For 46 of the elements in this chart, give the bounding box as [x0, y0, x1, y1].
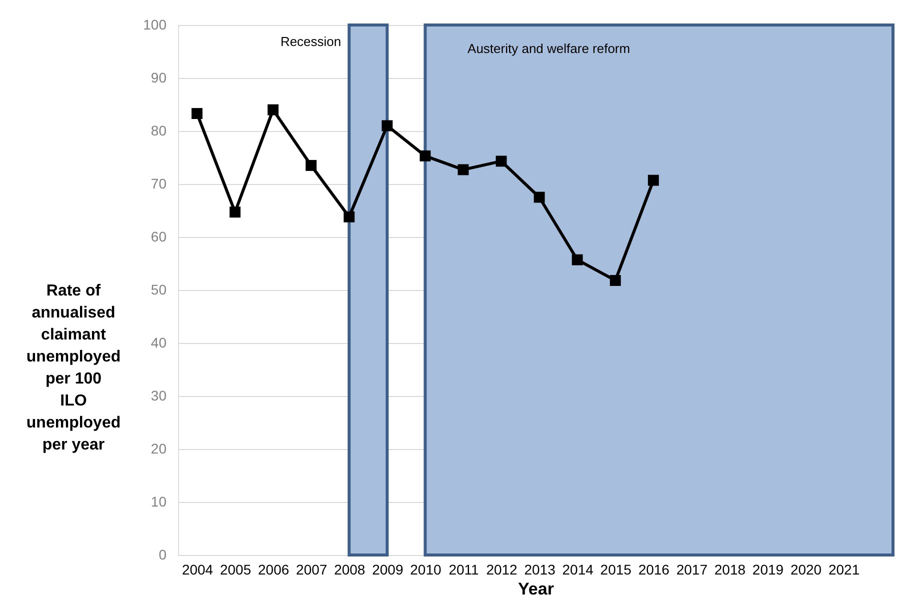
x-tick-label: 2021 [828, 562, 860, 578]
x-tick-label: 2004 [182, 562, 214, 578]
y-tick-label: 10 [150, 494, 167, 510]
y-tick-label: 30 [150, 388, 167, 404]
y-tick-label: 90 [150, 70, 167, 86]
point [648, 174, 659, 186]
y-tick-label: 20 [150, 440, 167, 456]
point [610, 274, 621, 286]
point [534, 192, 545, 203]
point [344, 211, 355, 222]
point [572, 254, 583, 266]
y-tick-label: 70 [150, 176, 167, 192]
y-tick-label: 0 [158, 546, 167, 562]
x-tick-label: 2014 [562, 562, 594, 578]
x-tick-label: 2005 [220, 562, 252, 578]
x-tick-label: 2009 [372, 562, 404, 578]
point [496, 156, 507, 167]
x-tick-label: 2018 [714, 562, 746, 578]
point [382, 120, 393, 132]
y-tick-label: 40 [150, 334, 167, 350]
x-tick-label: 2007 [296, 562, 328, 578]
band-label: Austerity and welfare reform [468, 41, 630, 56]
point [192, 108, 202, 119]
y-tick-label: 80 [150, 122, 167, 138]
x-tick-label: 2013 [524, 562, 556, 578]
x-tick-label: 2010 [410, 562, 442, 578]
x-tick-label: 2011 [448, 562, 480, 578]
x-tick-label: 2006 [258, 562, 290, 578]
point [306, 160, 317, 171]
point [268, 104, 279, 116]
y-axis-title: Rate of annualised claimant unemployed per 100 ILO unemployed per year [26, 282, 121, 454]
x-tick-label: 2016 [638, 562, 670, 578]
point [230, 206, 241, 218]
x-axis-title: Year [518, 580, 554, 598]
y-tick-label: 100 [143, 16, 167, 32]
y-tick-label: 60 [150, 228, 167, 244]
x-tick-label: 2020 [790, 562, 822, 578]
x-tick-label: 2017 [676, 562, 708, 578]
point [420, 150, 431, 162]
y-tick-label: 50 [150, 282, 167, 298]
x-tick-label: 2012 [486, 562, 518, 578]
x-tick-label: 2008 [334, 562, 366, 578]
x-tick-label: 2015 [600, 562, 632, 578]
x-tick-label: 2019 [752, 562, 784, 578]
point [458, 164, 469, 176]
band-label: Recession [280, 34, 342, 49]
